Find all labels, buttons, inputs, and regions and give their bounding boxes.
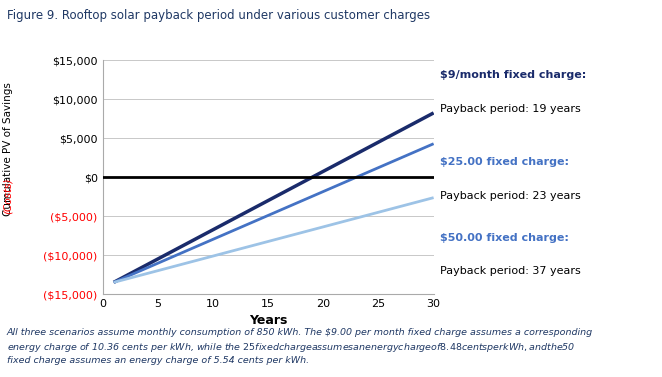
Text: Payback period: 23 years: Payback period: 23 years [440,191,581,201]
Text: All three scenarios assume monthly consumption of 850 kWh. The $9.00 per month f: All three scenarios assume monthly consu… [7,328,592,365]
Text: $25.00 fixed charge:: $25.00 fixed charge: [440,157,569,167]
Text: Figure 9. Rooftop solar payback period under various customer charges: Figure 9. Rooftop solar payback period u… [7,9,430,22]
Text: Cumulative PV of Savings: Cumulative PV of Savings [3,82,13,216]
Text: Payback period: 19 years: Payback period: 19 years [440,104,581,114]
Text: $50.00 fixed charge:: $50.00 fixed charge: [440,233,569,242]
Text: (Costs): (Costs) [3,178,13,214]
X-axis label: Years: Years [249,314,287,328]
Text: $9/month fixed charge:: $9/month fixed charge: [440,70,587,80]
Text: Payback period: 37 years: Payback period: 37 years [440,267,581,276]
